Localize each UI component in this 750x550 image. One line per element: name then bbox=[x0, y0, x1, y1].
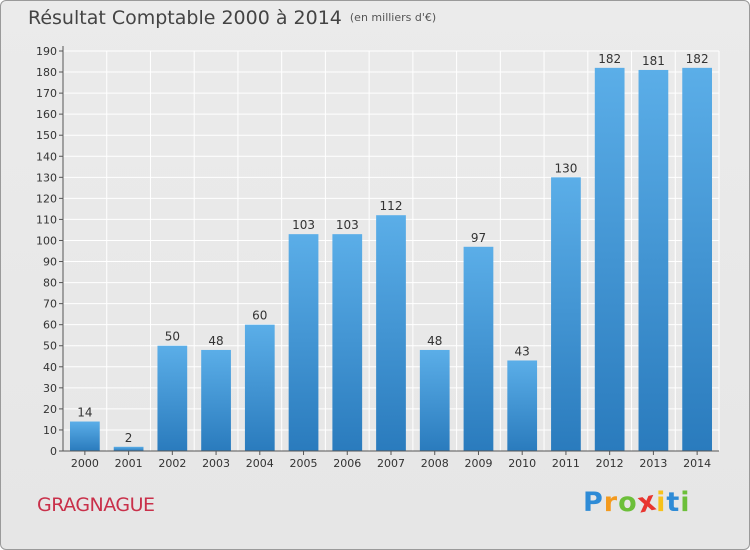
x-tick-label: 2011 bbox=[552, 457, 580, 470]
location-label: GRAGNAGUE bbox=[37, 494, 155, 516]
y-tick-label: 110 bbox=[36, 213, 57, 226]
data-label: 97 bbox=[471, 231, 486, 245]
y-tick-label: 40 bbox=[43, 361, 57, 374]
data-label: 60 bbox=[252, 309, 267, 323]
logo-letter: o bbox=[618, 487, 638, 518]
y-tick-label: 180 bbox=[36, 66, 57, 79]
bar-2001 bbox=[113, 446, 144, 451]
x-tick-label: 2002 bbox=[158, 457, 186, 470]
bar-2011 bbox=[551, 177, 581, 451]
x-tick-label: 2007 bbox=[377, 457, 405, 470]
data-label: 48 bbox=[208, 334, 223, 348]
axes: 0 10 20 30 40 50 60 70 80 90 100 110 120 130 140 150 160… bbox=[36, 45, 719, 470]
x-tick-label: 2013 bbox=[639, 457, 667, 470]
y-tick-label: 130 bbox=[36, 171, 57, 184]
bar-2010 bbox=[507, 360, 538, 451]
data-label: 130 bbox=[554, 161, 577, 175]
y-tick-label: 10 bbox=[43, 424, 57, 437]
data-label: 103 bbox=[292, 218, 315, 232]
bar-2014 bbox=[682, 67, 713, 451]
data-label: 48 bbox=[427, 334, 442, 348]
y-tick-label: 160 bbox=[36, 108, 57, 121]
data-label: 43 bbox=[515, 344, 530, 358]
y-tick-label: 80 bbox=[43, 277, 57, 290]
logo-letter: i bbox=[680, 487, 691, 518]
bar-2012 bbox=[594, 67, 625, 451]
data-label: 2 bbox=[125, 431, 133, 445]
x-tick-label: 2009 bbox=[464, 457, 492, 470]
y-tick-label: 0 bbox=[50, 445, 57, 458]
bars: 14 2 50 48 60 103 103 112 48 97 43 130 182 181 182 bbox=[69, 52, 713, 452]
chart-title-text: Résultat Comptable 2000 à 2014 bbox=[28, 7, 342, 29]
data-label: 112 bbox=[380, 199, 403, 213]
bar-2005 bbox=[288, 234, 319, 451]
x-tick-label: 2004 bbox=[246, 457, 274, 470]
x-tick-label: 2001 bbox=[115, 457, 143, 470]
chart-subtitle: (en milliers d'€) bbox=[349, 11, 437, 24]
x-tick-label: 2003 bbox=[202, 457, 230, 470]
y-tick-label: 50 bbox=[43, 340, 57, 353]
x-tick-label: 2000 bbox=[71, 457, 99, 470]
y-tick-label: 140 bbox=[36, 150, 57, 163]
y-tick-label: 170 bbox=[36, 87, 57, 100]
y-tick-label: 70 bbox=[43, 298, 57, 311]
logo-letter: t bbox=[666, 487, 681, 518]
bar-2004 bbox=[244, 324, 275, 451]
y-tick-label: 90 bbox=[43, 256, 57, 269]
y-tick-label: 150 bbox=[36, 129, 57, 142]
y-tick-label: 20 bbox=[43, 403, 57, 416]
y-tick-label: 100 bbox=[36, 234, 57, 247]
data-label: 182 bbox=[686, 52, 709, 66]
data-label: 103 bbox=[336, 218, 359, 232]
y-tick-label: 30 bbox=[43, 382, 57, 395]
data-label: 14 bbox=[77, 406, 92, 420]
proxiti-logo: Proxiti bbox=[583, 485, 691, 519]
bar-2008 bbox=[419, 349, 450, 451]
x-tick-label: 2014 bbox=[683, 457, 711, 470]
data-label: 181 bbox=[642, 54, 665, 68]
x-tick-label: 2008 bbox=[421, 457, 449, 470]
x-tick-label: 2006 bbox=[333, 457, 361, 470]
y-tick-label: 60 bbox=[43, 319, 57, 332]
bar-2002 bbox=[157, 345, 188, 451]
x-tick-label: 2012 bbox=[596, 457, 624, 470]
bar-2013 bbox=[638, 69, 669, 452]
x-tick-label: 2005 bbox=[290, 457, 318, 470]
logo-letter: i bbox=[656, 487, 667, 518]
y-tick-label: 120 bbox=[36, 192, 57, 205]
bar-2006 bbox=[332, 234, 363, 451]
bar-2003 bbox=[201, 349, 231, 451]
y-tick-label: 190 bbox=[36, 45, 57, 58]
chart-title: Résultat Comptable 2000 à 2014 (en millie… bbox=[28, 7, 436, 35]
x-tick-label: 2010 bbox=[508, 457, 536, 470]
logo-letter: r bbox=[603, 487, 619, 518]
bar-2000 bbox=[69, 421, 100, 451]
bar-2009 bbox=[463, 246, 494, 451]
data-label: 182 bbox=[598, 52, 621, 66]
data-label: 50 bbox=[165, 330, 180, 344]
logo-letter: P bbox=[583, 487, 604, 518]
bar-2007 bbox=[376, 215, 406, 451]
